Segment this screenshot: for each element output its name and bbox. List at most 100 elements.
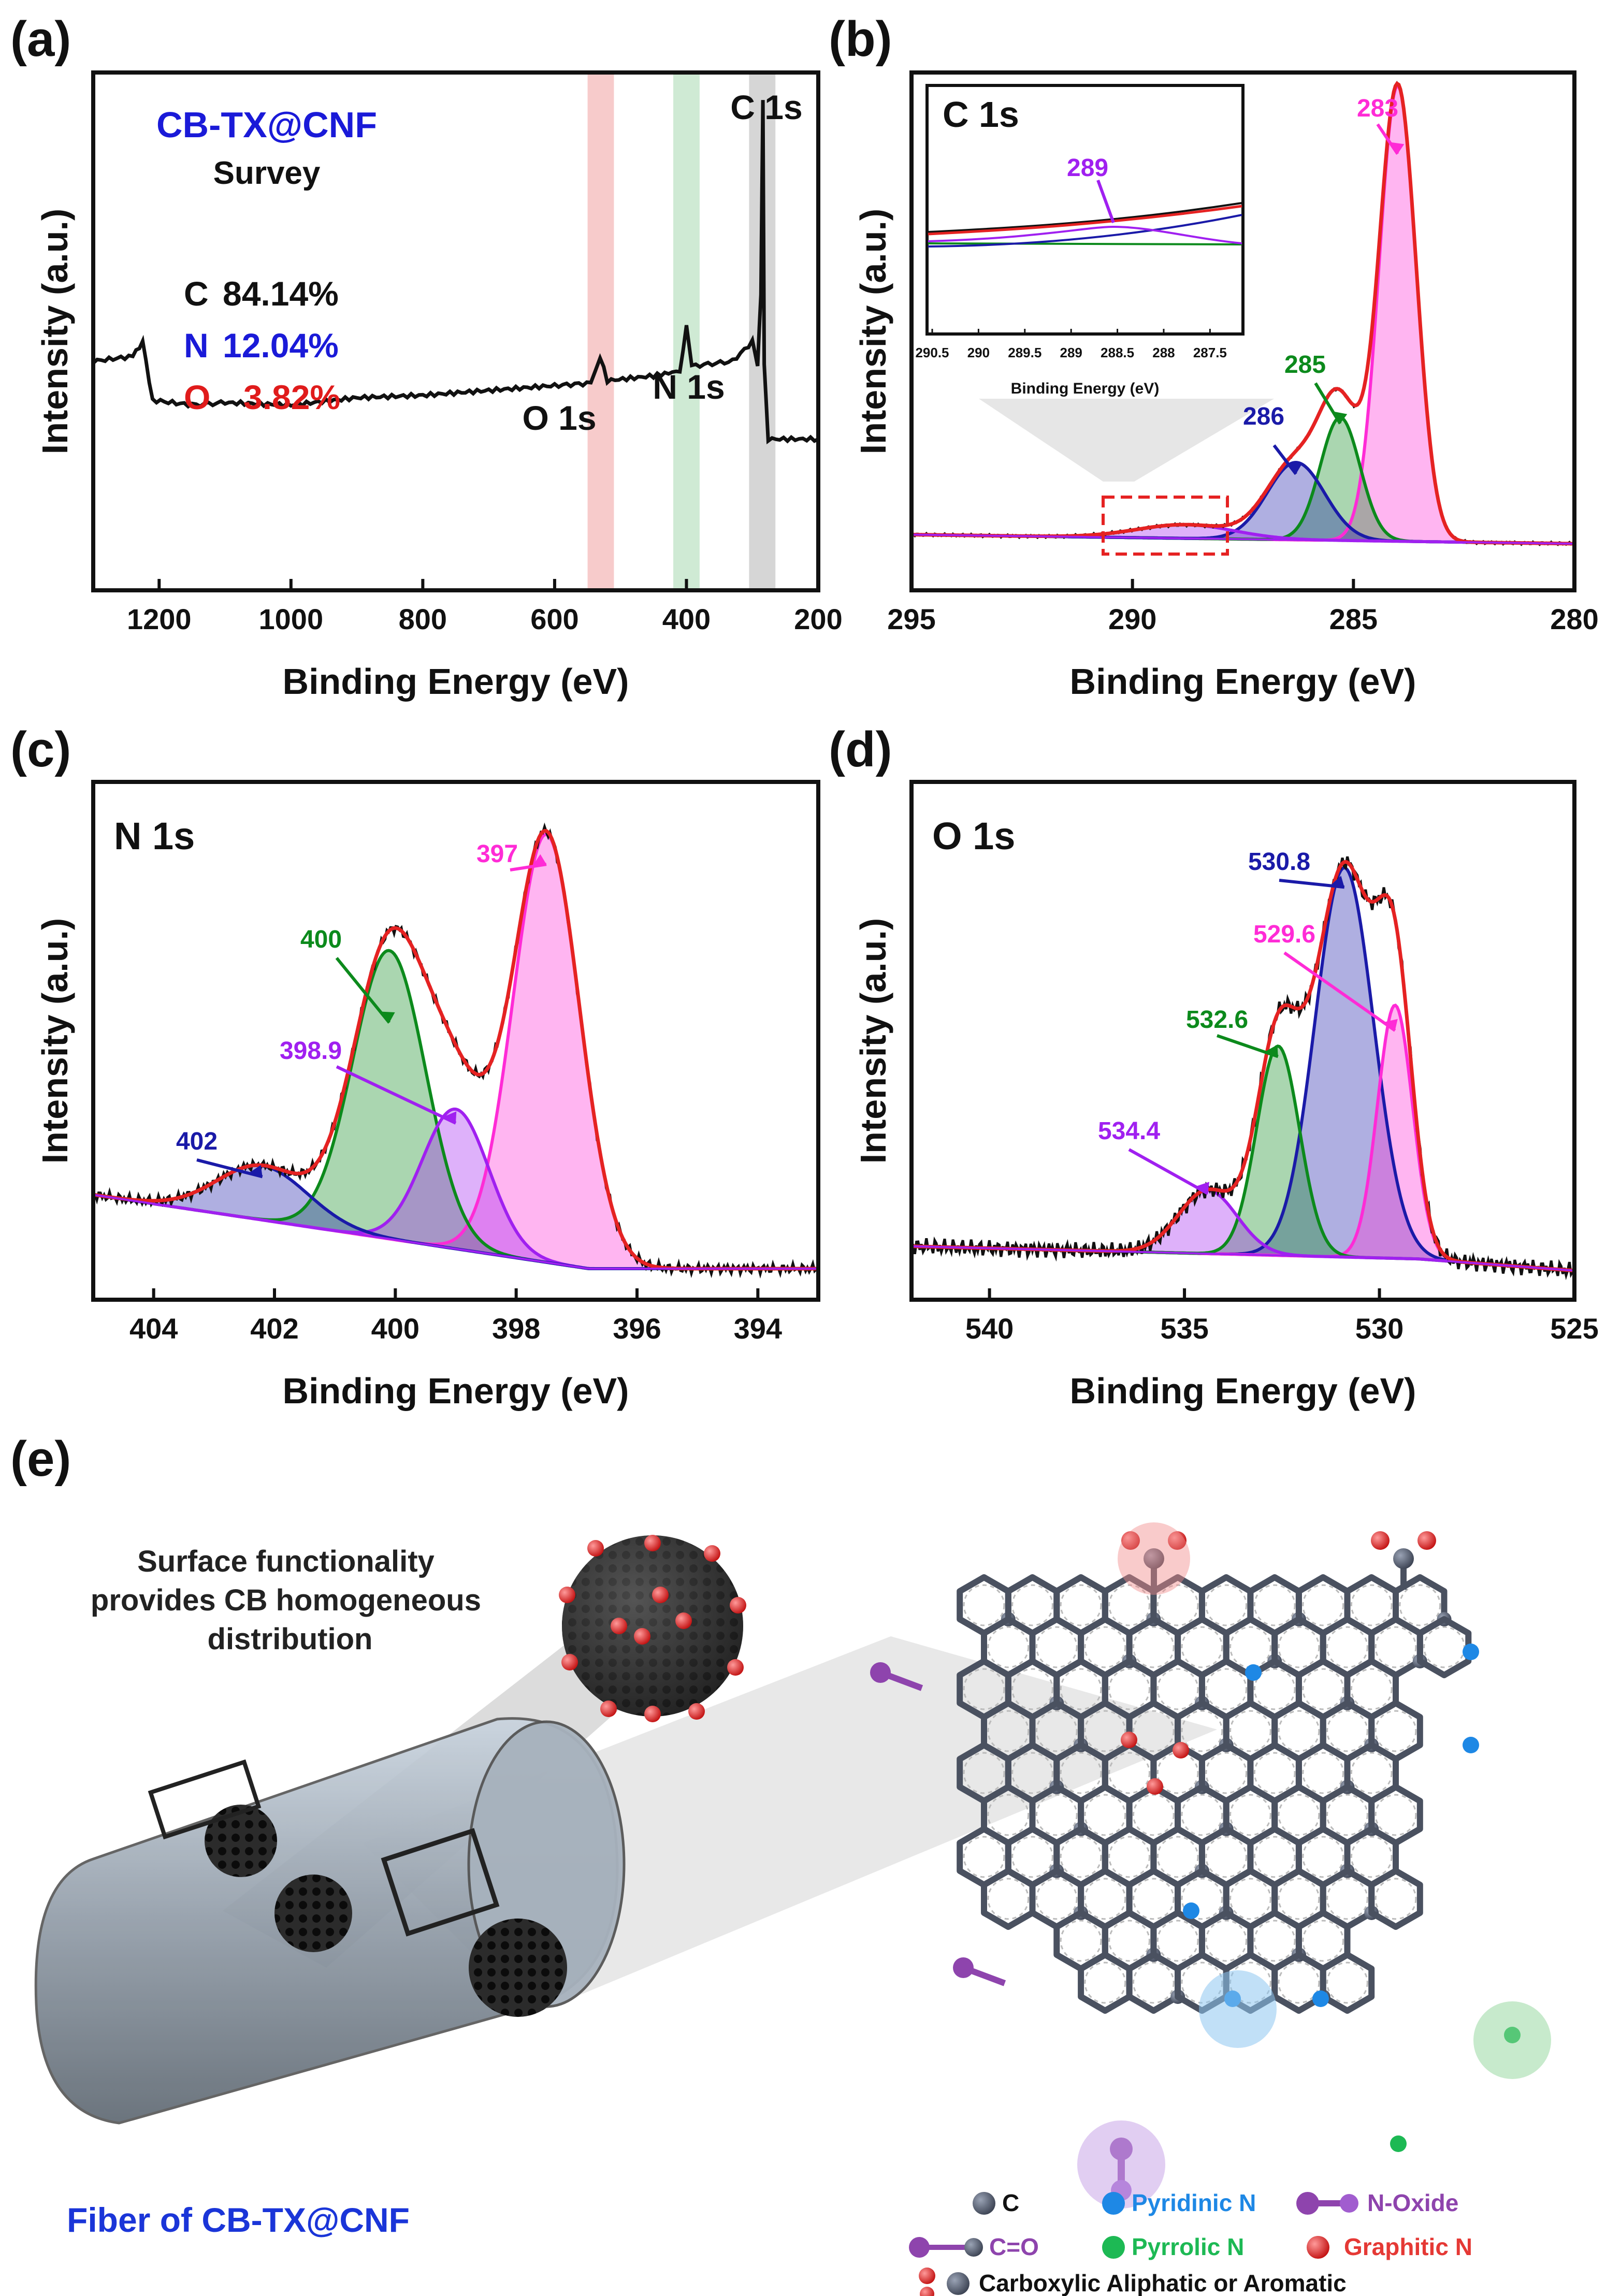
functional-group-dot — [730, 1597, 746, 1614]
carboxyl-oxygen — [1417, 1531, 1436, 1550]
aromatic-ring — [1350, 1752, 1393, 1794]
highlight-pyrrolic — [1473, 2001, 1551, 2079]
c1s-chart: 295 290 285 280 Binding Energy (eV) Intensi… — [853, 70, 1599, 702]
peak-label-530-8: 530.8 — [1248, 848, 1310, 876]
aromatic-ring — [1035, 1626, 1078, 1668]
pyridinic-n-atom — [1312, 1990, 1329, 2007]
aromatic-ring — [1156, 1752, 1199, 1794]
peak-label-o1s: O 1s — [522, 399, 596, 437]
x-tick-label: 396 — [613, 1312, 661, 1345]
x-ticks: 404 402 400 398 396 394 — [129, 1288, 782, 1345]
sample-title: CB-TX@CNF — [156, 105, 377, 145]
inset-tick-label: 288.5 — [1101, 345, 1134, 360]
carbonyl-icon — [909, 2237, 930, 2258]
functional-group-dot — [561, 1654, 578, 1670]
aromatic-ring — [1132, 1626, 1175, 1668]
aromatic-ring — [1205, 1584, 1248, 1626]
inset-c289-line — [928, 225, 1242, 244]
value-n: 12.04% — [223, 326, 339, 365]
inset-title: C 1s — [943, 94, 1019, 135]
aromatic-ring — [963, 1668, 1005, 1710]
aromatic-ring — [1278, 1626, 1320, 1668]
component-fill-400 — [93, 950, 818, 1269]
component-fill-534-4 — [911, 1190, 1574, 1271]
composition-o: O 3.82% — [184, 378, 340, 416]
aromatic-ring — [1011, 1752, 1053, 1794]
plot-frame — [91, 780, 820, 1302]
component-fill-283 — [911, 85, 1574, 544]
peak-arrow — [1283, 951, 1396, 1032]
x-tick-label: 280 — [1550, 603, 1598, 635]
component-fill-398-9 — [93, 1109, 818, 1269]
x-tick-label: 285 — [1329, 603, 1378, 635]
cb-particle-large — [469, 1919, 567, 2017]
o1s-chart: 540 535 530 525 Binding Energy (eV) Intensi… — [853, 780, 1599, 1411]
legend-item-c-o: C=O — [909, 2233, 1039, 2260]
panel-label-a: (a) — [10, 11, 71, 67]
component-fill-286 — [911, 462, 1574, 544]
aromatic-ring — [1108, 1920, 1150, 1962]
pyridinic-n-atom — [1463, 1644, 1479, 1660]
svg-text:Pyridinic N: Pyridinic N — [1132, 2189, 1256, 2216]
aromatic-ring — [1229, 1626, 1271, 1668]
x-tick-label: 295 — [887, 603, 935, 635]
survey-subtitle: Survey — [213, 155, 321, 191]
peak-label-398-9: 398.9 — [280, 1037, 342, 1065]
peak-label-283: 283 — [1357, 95, 1398, 122]
aromatic-ring — [1278, 1878, 1320, 1920]
peak-bands — [587, 72, 776, 590]
aromatic-ring — [987, 1710, 1030, 1752]
aromatic-ring — [1374, 1626, 1417, 1668]
spectrum-title: N 1s — [114, 815, 195, 858]
legend-item-graphitic-n: Graphitic N — [1307, 2233, 1472, 2260]
aromatic-ring — [1156, 1668, 1199, 1710]
x-tick-label: 404 — [129, 1312, 178, 1345]
svg-text:Graphitic N: Graphitic N — [1344, 2233, 1472, 2260]
aromatic-ring — [1060, 1752, 1102, 1794]
functional-group-dots — [559, 1535, 746, 1722]
peak-label-285: 285 — [1284, 351, 1326, 379]
aromatic-ring — [987, 1878, 1030, 1920]
aromatic-ring — [1011, 1668, 1053, 1710]
functional-group-dot — [611, 1618, 627, 1634]
peak-label-c1s: C 1s — [730, 88, 802, 126]
aromatic-ring — [1156, 1920, 1199, 1962]
x-tick-label: 398 — [492, 1312, 540, 1345]
y-axis-label: Intensity (a.u.) — [853, 918, 893, 1164]
inset-raw-line — [928, 202, 1242, 233]
highlight-carboxyl — [1118, 1522, 1190, 1595]
caption-line-1: Surface functionality — [137, 1545, 435, 1578]
x-ticks: 540 535 530 525 — [965, 1288, 1599, 1345]
n1s-chart: 404 402 400 398 396 394 Binding Energy (eV) I… — [35, 780, 820, 1411]
carbon-atom-icon — [973, 2192, 995, 2215]
graphitic-n-atom — [1147, 1778, 1163, 1795]
survey-spectrum-line — [92, 100, 819, 445]
aromatic-ring — [1326, 1626, 1368, 1668]
aromatic-ring — [1108, 1836, 1150, 1878]
arrow-head — [1330, 876, 1344, 888]
carbonyl-oxygen — [953, 1957, 974, 1978]
functional-group-dot — [600, 1701, 617, 1717]
aromatic-ring — [1108, 1752, 1150, 1794]
aromatic-ring — [1350, 1668, 1393, 1710]
background-line — [93, 1194, 818, 1270]
graphitic-n-atom — [1121, 1732, 1137, 1748]
fiber-label: Fiber of CB-TX@CNF — [67, 2201, 410, 2239]
arrow-head — [380, 1011, 395, 1023]
x-ticks: 1200 1000 800 600 400 200 — [127, 579, 843, 635]
caption-line-2: provides CB homogeneous — [91, 1583, 481, 1617]
peak-label-402: 402 — [176, 1128, 218, 1155]
x-tick-label: 530 — [1355, 1312, 1404, 1345]
inset-tick-label: 289.5 — [1008, 345, 1041, 360]
element-c: C — [184, 274, 209, 313]
aromatic-ring — [1060, 1668, 1102, 1710]
x-tick-label: 402 — [250, 1312, 298, 1345]
aromatic-ring — [1011, 1584, 1053, 1626]
inset-x-ticks: 290.5 290 289.5 289 288.5 288 287.5 — [915, 329, 1227, 360]
aromatic-ring — [1060, 1920, 1102, 1962]
aromatic-ring — [1181, 1878, 1223, 1920]
arrow-head — [248, 1165, 263, 1177]
carbon-ring — [1320, 1952, 1375, 2014]
aromatic-ring — [1108, 1668, 1150, 1710]
arrow-head — [532, 854, 546, 867]
